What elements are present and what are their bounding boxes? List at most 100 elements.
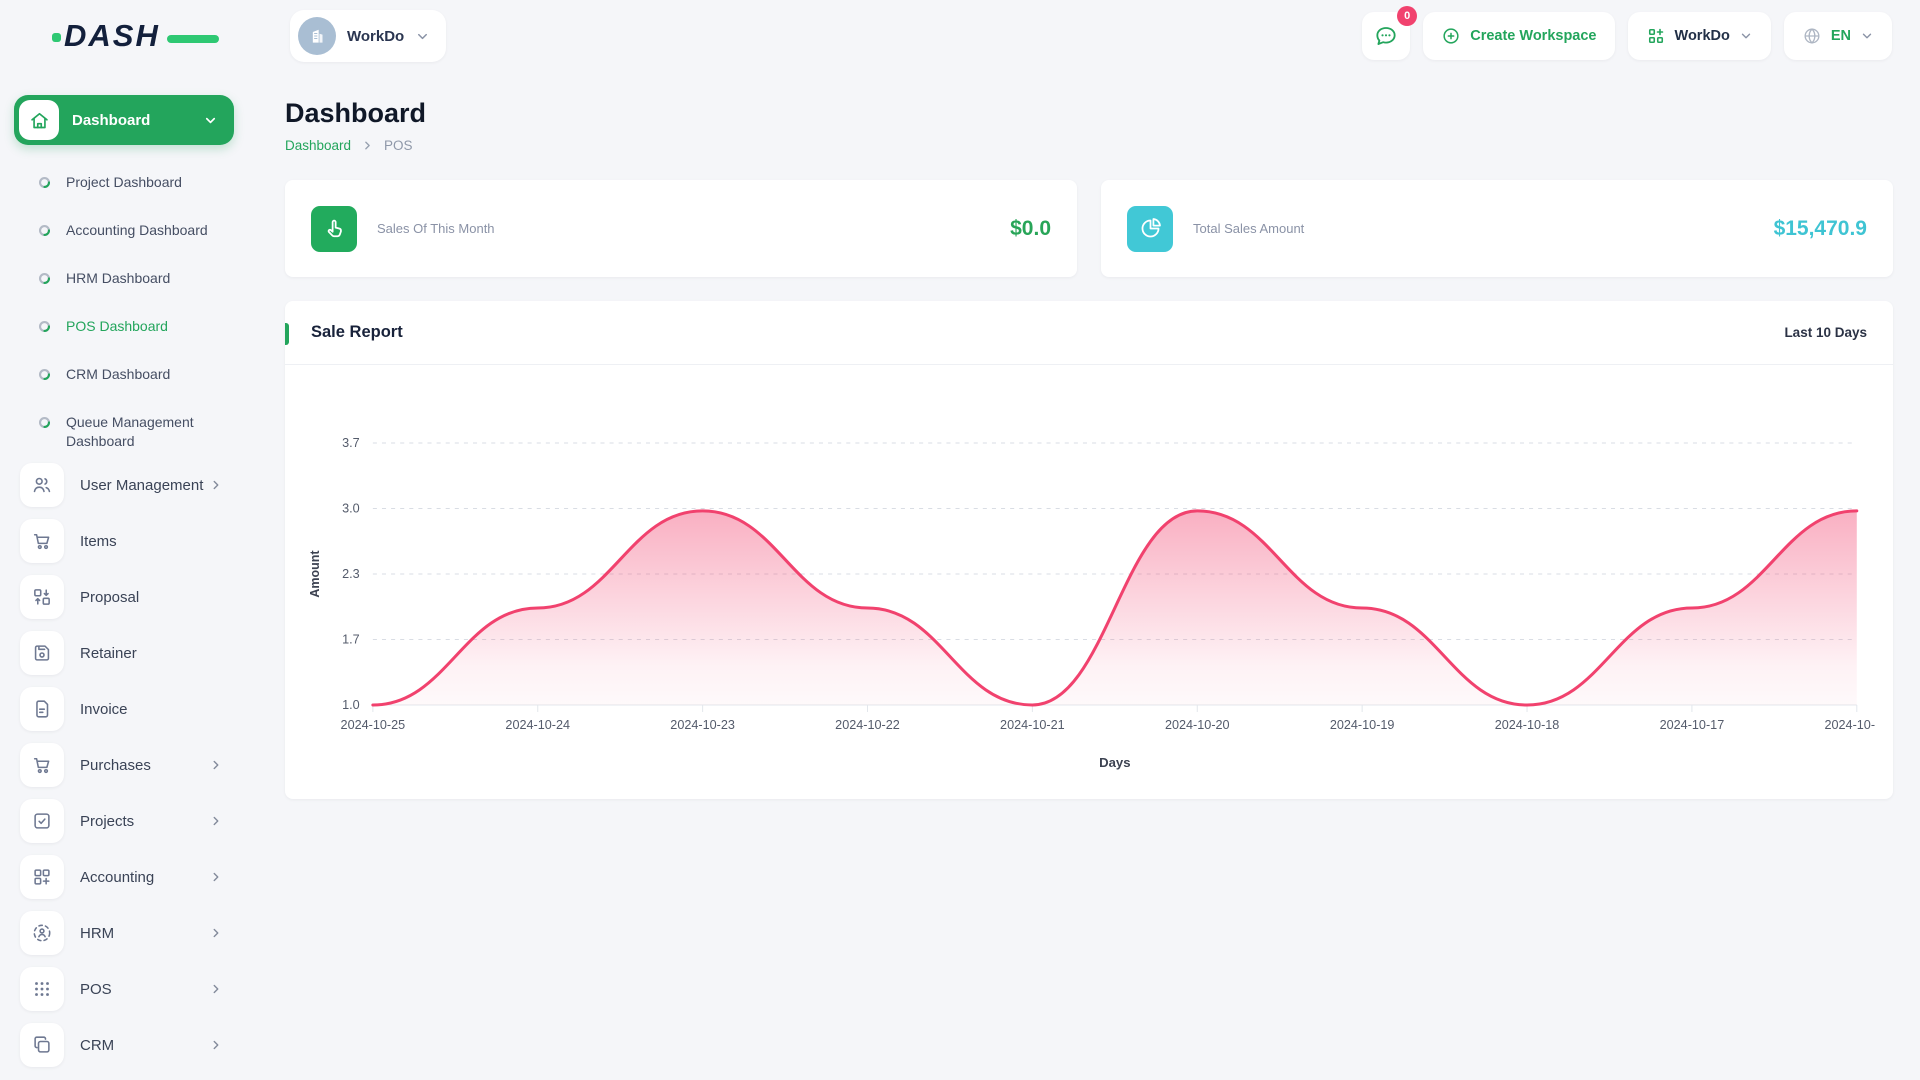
stat-label: Sales Of This Month bbox=[377, 221, 495, 236]
sidebar-item-items[interactable]: Items bbox=[20, 519, 223, 563]
sidebar-item-label: POS Dashboard bbox=[66, 318, 168, 334]
create-workspace-label: Create Workspace bbox=[1470, 28, 1597, 44]
sale-report-card: Sale Report Last 10 Days 1.0 1.7 2.3 3.0 3.7… bbox=[285, 301, 1893, 799]
topbar-actions: 0 Create Workspace WorkDo EN bbox=[1362, 6, 1892, 60]
sidebar-item-proposal[interactable]: Proposal bbox=[20, 575, 223, 619]
sidebar-item-project-dashboard[interactable]: Project Dashboard bbox=[0, 159, 233, 207]
grid-plus-icon bbox=[1648, 28, 1663, 44]
x-axis-labels: 2024-10-25 2024-10-24 2024-10-23 2024-10… bbox=[341, 705, 1875, 732]
svg-text:2024-10-16: 2024-10-16 bbox=[1824, 718, 1875, 732]
sidebar-item-pos[interactable]: POS bbox=[20, 967, 223, 1011]
svg-text:2024-10-22: 2024-10-22 bbox=[835, 718, 900, 732]
users-icon bbox=[20, 463, 64, 507]
sidebar-item-label: HRM Dashboard bbox=[66, 270, 171, 286]
sidebar-item-accounting-dashboard[interactable]: Accounting Dashboard bbox=[0, 207, 233, 255]
bullet-ring-icon bbox=[38, 320, 51, 338]
bullet-ring-icon bbox=[38, 224, 51, 242]
create-workspace-button[interactable]: Create Workspace bbox=[1423, 12, 1615, 60]
svg-text:2024-10-23: 2024-10-23 bbox=[670, 718, 735, 732]
sidebar-item-accounting[interactable]: Accounting bbox=[20, 855, 223, 899]
tap-hand-icon bbox=[311, 205, 357, 252]
logo-text: DASH bbox=[64, 18, 160, 53]
bullet-ring-icon bbox=[38, 368, 51, 386]
series-line bbox=[371, 509, 1859, 707]
app-logo[interactable]: DASH bbox=[52, 18, 233, 54]
workspace-switcher[interactable]: WorkDo bbox=[290, 10, 447, 62]
sidebar-item-label: Project Dashboard bbox=[66, 174, 182, 190]
breadcrumb-dashboard-link[interactable]: Dashboard bbox=[285, 138, 352, 153]
main-content: Dashboard Dashboard POS Sales Of This Mo… bbox=[233, 72, 1920, 1080]
sidebar-item-label: Invoice bbox=[80, 700, 128, 718]
sale-report-title: Sale Report bbox=[311, 323, 403, 341]
chevron-right-icon bbox=[209, 1038, 223, 1052]
sidebar-item-pos-dashboard[interactable]: POS Dashboard bbox=[0, 303, 233, 351]
sidebar-item-label: Projects bbox=[80, 812, 135, 830]
svg-text:2024-10-19: 2024-10-19 bbox=[1330, 718, 1395, 732]
sidebar-item-queue-management-dashboard[interactable]: Queue Management Dashboard bbox=[0, 399, 233, 451]
overlap-squares-icon bbox=[20, 1023, 64, 1067]
sidebar-item-label: Proposal bbox=[80, 588, 140, 606]
language-dropdown[interactable]: EN bbox=[1783, 12, 1892, 60]
svg-text:2.3: 2.3 bbox=[342, 567, 360, 581]
sidebar-item-crm[interactable]: CRM bbox=[20, 1023, 223, 1067]
svg-text:2024-10-17: 2024-10-17 bbox=[1660, 718, 1725, 732]
sidebar-item-label: Accounting Dashboard bbox=[66, 222, 208, 238]
accent-bar bbox=[285, 323, 289, 345]
chevron-right-icon bbox=[209, 758, 223, 772]
apps-dropdown[interactable]: WorkDo bbox=[1627, 12, 1771, 60]
stat-value: $15,470.9 bbox=[1773, 216, 1867, 240]
building-icon bbox=[312, 29, 323, 43]
sidebar-item-dashboard[interactable]: Dashboard bbox=[14, 95, 234, 145]
sidebar-item-crm-dashboard[interactable]: CRM Dashboard bbox=[0, 351, 233, 399]
x-axis-title: Days bbox=[1099, 755, 1130, 770]
cart-icon bbox=[20, 519, 64, 563]
sidebar-item-purchases[interactable]: Purchases bbox=[20, 743, 223, 787]
sidebar-item-label: CRM Dashboard bbox=[66, 366, 171, 382]
chevron-down-icon bbox=[203, 113, 218, 128]
breadcrumb-current: POS bbox=[384, 138, 413, 153]
bullet-ring-icon bbox=[38, 416, 51, 434]
sidebar-item-label: POS bbox=[80, 980, 112, 998]
chevron-right-icon bbox=[209, 814, 223, 828]
chat-bubble-icon bbox=[1376, 27, 1396, 45]
sale-report-header: Sale Report Last 10 Days bbox=[285, 301, 1893, 365]
sidebar-item-retainer[interactable]: Retainer bbox=[20, 631, 223, 675]
sidebar-item-label: Purchases bbox=[80, 756, 151, 774]
sidebar-item-user-management[interactable]: User Management bbox=[20, 463, 223, 507]
svg-text:2024-10-20: 2024-10-20 bbox=[1165, 718, 1230, 732]
sidebar-item-label: Accounting bbox=[80, 868, 155, 886]
chevron-right-icon bbox=[209, 870, 223, 884]
logo-dash bbox=[167, 35, 219, 43]
sidebar-item-label: Items bbox=[80, 532, 117, 550]
stat-value: $0.0 bbox=[1010, 216, 1051, 240]
sidebar-item-hrm-dashboard[interactable]: HRM Dashboard bbox=[0, 255, 233, 303]
sidebar-item-label: HRM bbox=[80, 924, 115, 942]
top-bar: DASH WorkDo 0 Create Works bbox=[0, 0, 1920, 72]
sidebar-item-projects[interactable]: Projects bbox=[20, 799, 223, 843]
grid-plus-icon bbox=[20, 855, 64, 899]
svg-text:2024-10-21: 2024-10-21 bbox=[1000, 718, 1065, 732]
stat-cards-row: Sales Of This Month $0.0 Total Sales Amo… bbox=[285, 180, 1893, 277]
sidebar-item-label: Dashboard bbox=[72, 111, 151, 129]
stat-card-sales-this-month: Sales Of This Month $0.0 bbox=[285, 180, 1077, 277]
svg-text:2024-10-24: 2024-10-24 bbox=[505, 718, 570, 732]
proposal-swap-icon bbox=[20, 575, 64, 619]
square-check-icon bbox=[20, 799, 64, 843]
messages-count-badge: 0 bbox=[1397, 6, 1418, 26]
svg-text:2024-10-18: 2024-10-18 bbox=[1495, 718, 1560, 732]
page-title: Dashboard bbox=[285, 98, 427, 128]
chevron-down-icon bbox=[1739, 29, 1753, 43]
sidebar: Dashboard Project Dashboard Accounting D… bbox=[0, 72, 234, 1080]
svg-text:1.0: 1.0 bbox=[342, 698, 360, 712]
chevron-right-icon bbox=[209, 982, 223, 996]
sidebar-item-hrm[interactable]: HRM bbox=[20, 911, 223, 955]
home-icon bbox=[19, 100, 59, 140]
svg-text:1.7: 1.7 bbox=[342, 633, 360, 647]
sidebar-item-label: Queue Management Dashboard bbox=[66, 414, 194, 449]
svg-text:3.7: 3.7 bbox=[342, 436, 360, 450]
sidebar-item-label: User Management bbox=[80, 476, 204, 494]
sidebar-item-invoice[interactable]: Invoice bbox=[20, 687, 223, 731]
breadcrumb: Dashboard POS bbox=[285, 138, 1893, 153]
messages-button[interactable]: 0 bbox=[1362, 6, 1418, 60]
bullet-ring-icon bbox=[38, 272, 51, 290]
